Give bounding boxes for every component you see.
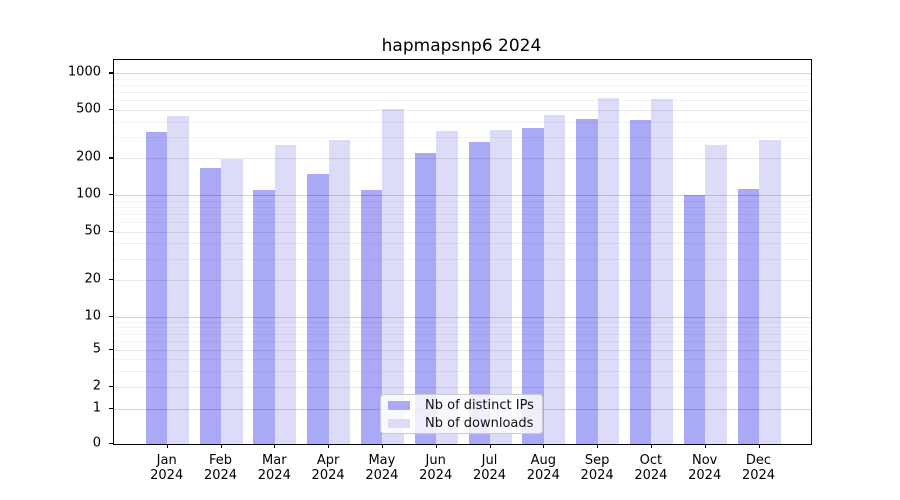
x-axis: Jan 2024 Feb 2024 Mar 2024 Apr 2024 May 2024 Jun 20… bbox=[113, 444, 810, 499]
bar-distinct-ips-sep bbox=[576, 118, 598, 444]
legend-label-distinct-ips: Nb of distinct IPs bbox=[425, 397, 534, 413]
x-tick-mark-mar bbox=[274, 444, 276, 448]
bar-distinct-ips-feb bbox=[199, 167, 221, 444]
y-tick-label-5: 5 bbox=[92, 341, 101, 357]
x-tick-mark-may bbox=[381, 444, 384, 448]
bar-downloads-jul bbox=[490, 130, 512, 444]
bar-distinct-ips-jan bbox=[145, 131, 168, 444]
bar-distinct-ips-mar bbox=[253, 189, 275, 444]
bar-downloads-oct bbox=[651, 99, 673, 444]
x-tick-mark-feb bbox=[220, 444, 222, 448]
x-tick-mark-nov bbox=[704, 444, 706, 448]
x-tick-label-nov: Nov 2024 bbox=[688, 453, 722, 483]
x-tick-mark-apr bbox=[328, 444, 330, 448]
x-tick-label-jul: Jul 2024 bbox=[472, 453, 507, 483]
bar-distinct-ips-dec bbox=[737, 189, 759, 444]
legend-row-downloads: Nb of downloads bbox=[381, 415, 542, 431]
y-tick-mark-5 bbox=[109, 348, 113, 351]
x-tick-mark-jun bbox=[435, 444, 437, 448]
y-axis: 0 1 2 5 10 20 50 100 200 500 1000 bbox=[0, 59, 113, 451]
x-tick-label-aug: Aug 2024 bbox=[526, 453, 560, 483]
y-tick-mark-200 bbox=[109, 157, 113, 159]
y-tick-mark-2 bbox=[109, 386, 113, 388]
y-tick-label-0: 0 bbox=[92, 435, 101, 451]
y-tick-mark-1 bbox=[109, 408, 113, 410]
bar-downloads-nov bbox=[705, 144, 727, 444]
x-tick-label-dec: Dec 2024 bbox=[741, 453, 776, 483]
y-tick-label-200: 200 bbox=[76, 149, 101, 165]
bar-downloads-aug bbox=[543, 114, 566, 444]
legend-swatch-distinct-ips bbox=[388, 400, 410, 410]
y-tick-mark-500 bbox=[109, 108, 113, 111]
y-tick-mark-50 bbox=[109, 230, 113, 232]
bars-layer bbox=[114, 60, 811, 444]
y-tick-label-20: 20 bbox=[84, 271, 101, 287]
y-tick-mark-10 bbox=[109, 315, 113, 317]
y-tick-mark-100 bbox=[109, 194, 113, 196]
x-tick-label-may: May 2024 bbox=[365, 453, 399, 483]
bar-downloads-mar bbox=[274, 144, 297, 444]
bar-downloads-apr bbox=[328, 139, 351, 444]
bar-downloads-feb bbox=[221, 158, 243, 444]
bar-distinct-ips-jun bbox=[414, 152, 437, 444]
x-tick-label-jun: Jun 2024 bbox=[419, 453, 453, 483]
y-tick-label-2: 2 bbox=[92, 378, 101, 394]
bar-downloads-dec bbox=[759, 139, 781, 444]
y-tick-label-1000: 1000 bbox=[67, 64, 101, 80]
x-tick-mark-dec bbox=[758, 444, 760, 448]
bar-downloads-jan bbox=[167, 115, 189, 444]
bar-distinct-ips-jul bbox=[468, 141, 490, 444]
legend-label-downloads: Nb of downloads bbox=[425, 415, 534, 431]
x-tick-mark-aug bbox=[543, 444, 545, 448]
plot-area: Nb of distinct IPs Nb of downloads bbox=[113, 59, 812, 445]
bar-downloads-sep bbox=[597, 97, 620, 444]
y-tick-mark-20 bbox=[109, 279, 113, 281]
x-tick-label-oct: Oct 2024 bbox=[634, 453, 668, 483]
y-tick-mark-1000 bbox=[109, 72, 113, 74]
y-tick-label-100: 100 bbox=[76, 186, 101, 202]
x-tick-label-jan: Jan 2024 bbox=[150, 453, 184, 483]
x-tick-label-apr: Apr 2024 bbox=[311, 453, 345, 483]
legend-row-distinct-ips: Nb of distinct IPs bbox=[381, 397, 542, 413]
bar-distinct-ips-aug bbox=[522, 127, 544, 444]
bar-distinct-ips-apr bbox=[307, 174, 329, 444]
y-tick-label-50: 50 bbox=[84, 223, 101, 239]
bar-downloads-may bbox=[382, 109, 404, 444]
x-tick-label-sep: Sep 2024 bbox=[580, 453, 614, 483]
x-tick-mark-sep bbox=[597, 444, 599, 448]
x-tick-label-mar: Mar 2024 bbox=[257, 453, 291, 483]
x-tick-mark-oct bbox=[650, 444, 653, 448]
x-tick-mark-jul bbox=[489, 444, 491, 448]
bar-distinct-ips-oct bbox=[629, 120, 652, 444]
y-tick-label-500: 500 bbox=[76, 101, 101, 117]
legend: Nb of distinct IPs Nb of downloads bbox=[380, 394, 543, 434]
y-tick-mark-0 bbox=[109, 443, 113, 445]
chart-title: hapmapsnp6 2024 bbox=[381, 36, 542, 56]
legend-swatch-downloads bbox=[388, 418, 410, 428]
bar-distinct-ips-may bbox=[360, 189, 383, 444]
x-tick-label-feb: Feb 2024 bbox=[203, 453, 238, 483]
y-tick-label-10: 10 bbox=[84, 308, 101, 324]
y-tick-label-1: 1 bbox=[92, 400, 101, 416]
bar-downloads-jun bbox=[436, 131, 458, 444]
x-tick-mark-jan bbox=[166, 444, 168, 448]
bar-distinct-ips-nov bbox=[683, 195, 706, 444]
